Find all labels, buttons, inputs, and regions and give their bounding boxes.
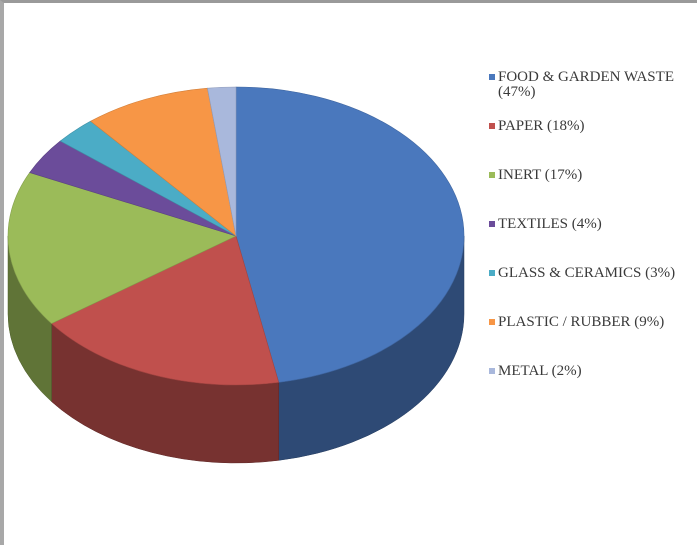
pie-slice-5 [90, 87, 237, 237]
legend-item: TEXTILES (4%) [489, 217, 694, 232]
legend-label: PAPER (18%) [498, 118, 585, 134]
legend-swatch [489, 172, 495, 178]
legend-swatch [489, 221, 495, 227]
legend-item: METAL (2%) [489, 364, 694, 379]
legend-label: GLASS & CERAMICS (3%) [498, 265, 676, 281]
legend-label: PLASTIC / RUBBER (9%) [498, 314, 665, 330]
legend-item: PAPER (18%) [489, 119, 694, 134]
pie-slice-2 [7, 172, 237, 324]
pie-slice-1 [51, 235, 280, 386]
legend-item: GLASS & CERAMICS (3%) [489, 266, 694, 281]
legend-swatch [489, 270, 495, 276]
legend-label: FOOD & GARDEN WASTE (47%) [498, 69, 674, 100]
pie-slice-0 [235, 86, 465, 383]
pie-slice-6 [207, 86, 237, 237]
legend-item: FOOD & GARDEN WASTE (47%) [489, 70, 694, 100]
legend-swatch [489, 74, 495, 80]
legend-label: INERT (17%) [498, 167, 583, 183]
legend-label: METAL (2%) [498, 363, 582, 379]
pie-top [7, 86, 465, 386]
legend-item: PLASTIC / RUBBER (9%) [489, 315, 694, 330]
legend-swatch [489, 319, 495, 325]
legend-item: INERT (17%) [489, 168, 694, 183]
legend-swatch [489, 368, 495, 374]
legend-label: TEXTILES (4%) [498, 216, 602, 232]
legend-swatch [489, 123, 495, 129]
